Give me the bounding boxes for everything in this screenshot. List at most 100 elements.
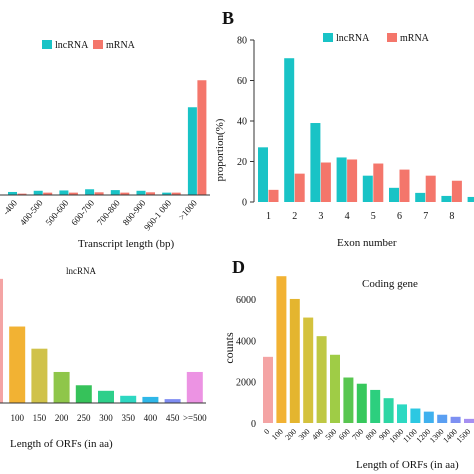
panel-c-lncrna-orf-chart: lncRNA 0100150200250300350400450>=500 Le… (0, 266, 207, 450)
bar-orf-length-1500 (464, 418, 474, 423)
panel-b-y-axis-title: proportion(%) (214, 118, 226, 181)
panel-c-x-tick-labels: 0100150200250300350400450>=500 (10, 413, 207, 423)
y-tick-label-6000: 6000 (236, 295, 256, 306)
bar-mrna-exon-1 (268, 189, 279, 202)
panel-d-letter: D (232, 257, 245, 277)
x-tick-label-200: 200 (55, 413, 69, 423)
x-tick-label-500-600: 500-600 (43, 197, 70, 227)
x-tick-label-200: 200 (283, 427, 298, 442)
bar-mrna-600-700 (94, 192, 104, 195)
bar-orf-length-1300 (437, 414, 448, 423)
x-tick-label-400: 400 (310, 427, 325, 442)
y-tick-label-2000: 2000 (236, 378, 256, 389)
x-tick-label-350: 350 (121, 413, 135, 423)
legend-label-mrna: mRNA (400, 33, 430, 44)
x-tick-label-300: 300 (99, 413, 113, 423)
bar-lncrna-900-1-000 (162, 192, 172, 195)
panel-d-y-axis-title: counts (222, 332, 236, 364)
x-tick-label-150: 150 (33, 413, 47, 423)
panel-b-y-ticks: 0 20 40 60 80 (237, 36, 254, 209)
bar-orf-length-700 (356, 383, 367, 423)
bar-lncrna-400 (8, 191, 17, 195)
x-tick-label-400-500: 400-500 (18, 197, 45, 227)
legend-swatch-mrna (387, 33, 397, 42)
bar-orf-length-1200 (423, 411, 434, 423)
x-tick-label-1500: 1500 (455, 427, 473, 445)
y-tick-label-0: 0 (251, 419, 256, 430)
x-tick-label-300: 300 (297, 427, 312, 442)
panel-d-title: Coding gene (362, 278, 418, 290)
bar-lncrna-exon-5 (362, 175, 373, 202)
bar-mrna-exon-6 (399, 169, 410, 202)
panel-b-x-tick-labels: 123456789 (266, 211, 454, 222)
panel-d-y-tick-labels: 0 2000 4000 6000 (236, 295, 256, 430)
x-tick-label-1: 1 (266, 211, 271, 222)
x-tick-label-400: -400 (1, 197, 20, 216)
x-tick-label-900-1-000: 900-1 000 (142, 197, 174, 232)
bar-orf-length-350 (120, 395, 137, 403)
bar-mrna-exon-8 (451, 180, 462, 202)
x-tick-label-400: 400 (144, 413, 158, 423)
bar-mrna-exon-5 (373, 163, 384, 202)
legend-swatch-mrna (93, 40, 103, 49)
panel-a-x-axis-title: Transcript length (bp) (78, 238, 174, 250)
bar-orf-length-450 (164, 399, 181, 403)
bar-orf-length-150 (31, 348, 48, 403)
bar-orf-length-100 (276, 276, 287, 423)
bar-lncrna-exon-6 (389, 187, 399, 202)
x-tick-label-8: 8 (449, 211, 454, 222)
legend-label-lncrna: lncRNA (336, 33, 370, 44)
bar-mrna-1000 (197, 80, 207, 195)
legend-swatch-lncrna (42, 40, 52, 49)
y-tick-label-4000: 4000 (236, 336, 256, 347)
x-tick-label-250: 250 (77, 413, 91, 423)
y-tick-label-20: 20 (237, 157, 247, 168)
panel-a-transcript-length-chart: lncRNA mRNA -400400-500500-600600-700700… (0, 40, 210, 250)
panel-c-x-axis-title: Length of ORFs (in aa) (10, 438, 113, 450)
bar-orf-length-500 (186, 371, 203, 403)
x-tick-label-500: 500 (324, 427, 339, 442)
panel-b-exon-number-chart: B lncRNA mRNA proportion(%) 0 20 40 60 80 1 2… (214, 8, 474, 249)
bar-orf-length-0 (0, 278, 3, 403)
bar-mrna-900-1-000 (171, 192, 181, 195)
bar-mrna-exon-2 (294, 173, 305, 202)
bar-mrna-500-600 (68, 192, 78, 195)
y-tick-label-40: 40 (237, 117, 247, 128)
panel-a-legend: lncRNA mRNA (42, 40, 136, 51)
bar-orf-length-600 (343, 377, 354, 423)
bar-mrna-400-500 (43, 192, 53, 195)
x-tick-label-2: 2 (292, 211, 297, 222)
bar-orf-length-1400 (450, 416, 461, 423)
bar-orf-length-300 (303, 317, 314, 423)
panel-b-x-axis-title: Exon number (337, 237, 397, 249)
bar-lncrna-exon-7 (415, 192, 426, 202)
bar-orf-length-400 (142, 396, 159, 403)
bar-orf-length-0 (263, 356, 273, 423)
bar-mrna-exon-4 (347, 159, 358, 202)
bar-lncrna-800-900 (136, 190, 146, 195)
legend-swatch-lncrna (323, 33, 333, 42)
x-tick-label-7: 7 (423, 211, 428, 222)
y-tick-label-60: 60 (237, 76, 247, 87)
panel-a-x-tick-labels: -400400-500500-600600-700700-800800-9009… (1, 197, 199, 232)
panel-c-bars (0, 278, 203, 403)
x-tick-label-0: 0 (262, 427, 271, 436)
x-tick-label-600: 600 (337, 427, 352, 442)
bar-lncrna-exon-2 (284, 58, 295, 202)
bar-lncrna-exon-1 (258, 147, 268, 202)
panel-d-x-tick-labels: 0100200300400500600700800900100011001200… (262, 427, 472, 445)
panel-b-legend: lncRNA mRNA (323, 33, 430, 44)
bar-orf-length-900 (383, 398, 394, 423)
bar-orf-length-250 (75, 385, 92, 403)
bar-mrna-exon-7 (425, 175, 436, 202)
x-tick-label-3: 3 (318, 211, 323, 222)
x-tick-label-4: 4 (345, 211, 350, 222)
bar-lncrna-exon-4 (336, 157, 347, 202)
x-tick-label-6: 6 (397, 211, 402, 222)
x-tick-label-600-700: 600-700 (69, 197, 96, 227)
panel-d-bars (263, 276, 474, 423)
bar-orf-length-500 (330, 354, 340, 423)
bar-mrna-700-800 (120, 192, 130, 195)
panel-c-title: lncRNA (66, 266, 96, 276)
